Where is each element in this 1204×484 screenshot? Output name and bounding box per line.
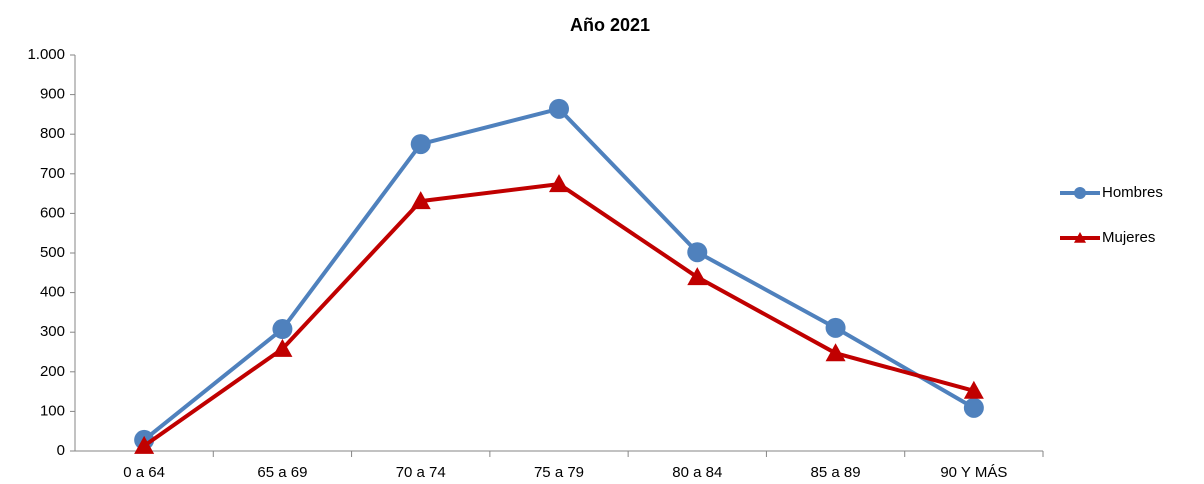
marker	[687, 267, 708, 286]
y-tick-label: 1.000	[27, 46, 65, 63]
marker	[825, 343, 846, 362]
marker	[410, 134, 431, 155]
legend-label: Hombres	[1102, 184, 1163, 201]
series-line	[142, 106, 975, 442]
x-tick-label: 90 Y MÁS	[940, 464, 1007, 481]
marker	[272, 319, 293, 340]
marker	[825, 317, 846, 338]
marker	[549, 98, 569, 119]
marker	[410, 191, 431, 210]
x-tick-label: 80 a 84	[672, 464, 722, 481]
y-tick-label: 900	[40, 86, 65, 103]
legend-marker	[1074, 187, 1086, 199]
chart-title: Año 2021	[570, 15, 650, 35]
y-tick-label: 200	[40, 363, 65, 380]
legend-label: Mujeres	[1102, 229, 1155, 246]
x-tick-label: 0 a 64	[123, 464, 165, 481]
x-tick-label: 65 a 69	[257, 464, 307, 481]
y-tick-label: 0	[57, 442, 65, 459]
marker	[272, 338, 293, 357]
y-tick-label: 300	[40, 323, 65, 340]
y-tick-label: 800	[40, 125, 65, 142]
series-line	[142, 182, 975, 448]
marker	[687, 242, 708, 263]
y-tick-label: 700	[40, 165, 65, 182]
x-tick-label: 70 a 74	[396, 464, 446, 481]
x-tick-label: 75 a 79	[534, 464, 584, 481]
marker	[963, 397, 984, 418]
y-tick-label: 100	[40, 402, 65, 419]
marker	[963, 380, 984, 399]
legend-marker	[1074, 232, 1086, 243]
y-tick-label: 400	[40, 284, 65, 301]
y-tick-label: 600	[40, 204, 65, 221]
marker	[549, 174, 569, 193]
y-tick-label: 500	[40, 244, 65, 261]
x-tick-label: 85 a 89	[811, 464, 861, 481]
marker	[134, 435, 155, 454]
